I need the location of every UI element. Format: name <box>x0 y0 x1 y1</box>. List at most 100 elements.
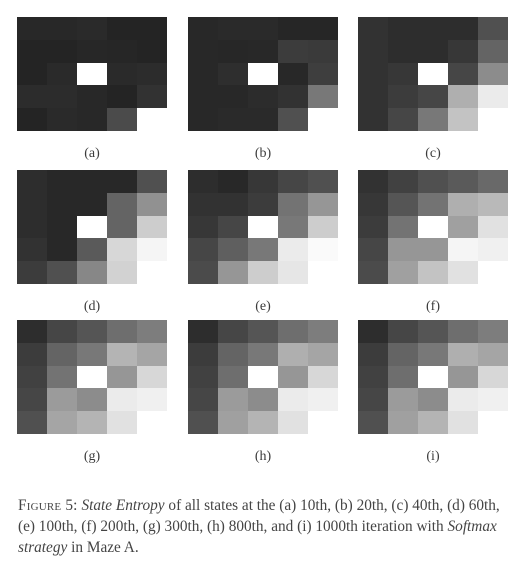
heatmap-cell <box>388 108 418 131</box>
heatmap-cell <box>137 39 167 63</box>
panel-label: (f) <box>426 299 440 314</box>
heatmap-cell <box>358 85 388 109</box>
heatmap-cell <box>47 215 77 239</box>
heatmap-cell <box>188 365 218 389</box>
heatmap-cell <box>17 365 47 389</box>
heatmap-cell <box>188 108 218 131</box>
heatmap-cell <box>418 192 448 216</box>
heatmap-cell <box>77 192 107 216</box>
heatmap-cell <box>418 320 448 343</box>
heatmap-cell <box>308 39 338 63</box>
heatmap-cell <box>47 17 77 40</box>
heatmap-cell <box>17 17 47 40</box>
heatmap-panel <box>188 320 338 434</box>
heatmap-cell <box>47 411 77 434</box>
heatmap-cell <box>388 411 418 434</box>
heatmap-cell <box>188 411 218 434</box>
heatmap-cell <box>218 85 248 109</box>
heatmap-cell <box>137 388 167 412</box>
heatmap-cell <box>248 411 278 434</box>
heatmap-cell <box>248 365 278 389</box>
heatmap-cell <box>107 238 137 262</box>
heatmap-cell <box>388 320 418 343</box>
heatmap-cell <box>278 85 308 109</box>
heatmap-cell <box>308 238 338 262</box>
panel-label: (a) <box>84 146 100 161</box>
heatmap-cell <box>107 170 137 193</box>
heatmap-cell <box>308 411 338 434</box>
heatmap-cell <box>418 17 448 40</box>
heatmap-cell <box>308 365 338 389</box>
panel-label: (b) <box>254 146 272 161</box>
heatmap-cell <box>418 411 448 434</box>
heatmap-cell <box>478 108 508 131</box>
heatmap-cell <box>218 39 248 63</box>
heatmap-cell <box>358 108 388 131</box>
heatmap-cell <box>478 388 508 412</box>
heatmap-cell <box>188 85 218 109</box>
heatmap-cell <box>17 320 47 343</box>
panel-label: (d) <box>83 299 101 314</box>
heatmap-cell <box>278 62 308 86</box>
heatmap-cell <box>47 62 77 86</box>
heatmap-cell <box>388 62 418 86</box>
heatmap-cell <box>308 85 338 109</box>
heatmap-cell <box>107 342 137 366</box>
heatmap-cell <box>188 192 218 216</box>
heatmap-cell <box>308 170 338 193</box>
heatmap-cell <box>17 342 47 366</box>
heatmap-cell <box>448 411 478 434</box>
heatmap-cell <box>478 215 508 239</box>
heatmap-cell <box>218 261 248 284</box>
heatmap-cell <box>448 320 478 343</box>
heatmap-cell <box>17 411 47 434</box>
heatmap-cell <box>278 108 308 131</box>
panel-label: (g) <box>83 449 101 464</box>
heatmap-cell <box>418 388 448 412</box>
heatmap-cell <box>308 108 338 131</box>
heatmap-cell <box>47 365 77 389</box>
heatmap-cell <box>107 85 137 109</box>
heatmap-cell <box>137 238 167 262</box>
heatmap-cell <box>107 388 137 412</box>
heatmap-cell <box>448 85 478 109</box>
heatmap-cell <box>358 39 388 63</box>
heatmap-cell <box>388 388 418 412</box>
heatmap-cell <box>77 108 107 131</box>
heatmap-cell <box>358 365 388 389</box>
heatmap-cell <box>137 342 167 366</box>
heatmap-cell <box>388 261 418 284</box>
heatmap-cell <box>448 17 478 40</box>
heatmap-cell <box>17 261 47 284</box>
heatmap-cell <box>17 388 47 412</box>
heatmap-cell <box>358 192 388 216</box>
heatmap-cell <box>77 411 107 434</box>
heatmap-cell <box>248 320 278 343</box>
heatmap-cell <box>77 238 107 262</box>
heatmap-cell <box>77 62 107 86</box>
heatmap-cell <box>418 365 448 389</box>
heatmap-cell <box>107 39 137 63</box>
heatmap-cell <box>248 17 278 40</box>
caption-label: Figure 5: <box>18 497 78 515</box>
heatmap-cell <box>77 170 107 193</box>
heatmap-cell <box>278 320 308 343</box>
heatmap-cell <box>308 192 338 216</box>
figure-caption: Figure 5: State Entropy of all states at… <box>18 495 510 558</box>
heatmap-cell <box>248 108 278 131</box>
heatmap-cell <box>478 365 508 389</box>
heatmap-cell <box>448 365 478 389</box>
heatmap-cell <box>47 320 77 343</box>
panel-label: (c) <box>425 146 441 161</box>
heatmap-cell <box>17 192 47 216</box>
heatmap-cell <box>418 39 448 63</box>
heatmap-cell <box>137 192 167 216</box>
heatmap-cell <box>358 170 388 193</box>
heatmap-cell <box>308 388 338 412</box>
heatmap-cell <box>47 261 77 284</box>
heatmap-panel <box>17 170 167 284</box>
heatmap-cell <box>47 85 77 109</box>
heatmap-cell <box>278 411 308 434</box>
heatmap-cell <box>418 62 448 86</box>
heatmap-panel <box>188 17 338 131</box>
